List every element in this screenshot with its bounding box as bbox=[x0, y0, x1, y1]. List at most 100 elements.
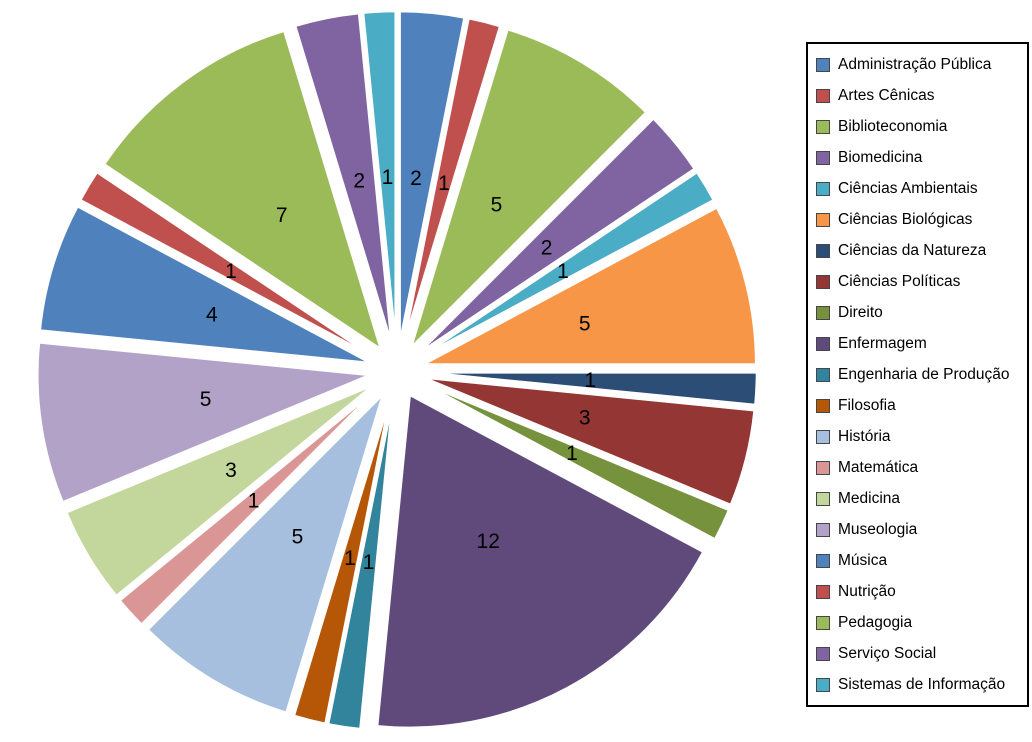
legend-item: Medicina bbox=[816, 483, 1023, 514]
legend-swatch-icon bbox=[816, 367, 830, 382]
legend-swatch-icon bbox=[816, 305, 830, 320]
pie-value-label: 3 bbox=[225, 459, 237, 482]
pie-slice bbox=[419, 170, 716, 359]
pie-slice bbox=[145, 393, 385, 715]
pie-value-label: 1 bbox=[248, 489, 260, 512]
legend-item: Matemática bbox=[816, 452, 1023, 483]
pie-value-label: 7 bbox=[276, 204, 288, 227]
pie-slice bbox=[292, 396, 392, 726]
legend-swatch-icon bbox=[816, 491, 830, 506]
pie-slice bbox=[423, 371, 759, 407]
legend-label: Serviço Social bbox=[838, 644, 937, 662]
pie-value-label: 5 bbox=[579, 312, 591, 335]
legend-label: Engenharia de Produção bbox=[838, 365, 1010, 383]
legend-label: Medicina bbox=[838, 489, 901, 507]
pie-value-label: 5 bbox=[292, 525, 304, 548]
pie-value-label: 1 bbox=[438, 172, 450, 195]
pie-slice bbox=[375, 392, 706, 730]
legend-label: Música bbox=[838, 551, 888, 569]
legend-item: Engenharia de Produção bbox=[816, 359, 1023, 390]
pie-value-label: 2 bbox=[353, 170, 365, 193]
pie-slice bbox=[36, 340, 371, 505]
pie-value-label: 5 bbox=[491, 194, 503, 217]
legend-swatch-icon bbox=[816, 88, 830, 103]
pie-value-label: 1 bbox=[344, 547, 356, 570]
legend-item: Ciências Políticas bbox=[816, 266, 1023, 297]
legend-label: Ciências da Natureza bbox=[838, 241, 987, 259]
legend-swatch-icon bbox=[816, 150, 830, 165]
pie-value-label: 1 bbox=[225, 260, 237, 283]
legend-swatch-icon bbox=[816, 615, 830, 630]
legend-label: Administração Pública bbox=[838, 55, 992, 73]
legend-swatch-icon bbox=[816, 119, 830, 134]
legend-item: Enfermagem bbox=[816, 328, 1023, 359]
legend-swatch-icon bbox=[816, 57, 830, 72]
pie-value-label: 2 bbox=[541, 237, 553, 260]
legend-swatch-icon bbox=[816, 212, 830, 227]
legend-swatch-icon bbox=[816, 429, 830, 444]
legend-label: Ciências Ambientais bbox=[838, 179, 978, 197]
legend-swatch-icon bbox=[816, 243, 830, 258]
legend-label: Sistemas de Informação bbox=[838, 675, 1006, 693]
pie-value-label: 5 bbox=[200, 388, 212, 411]
pie-slice bbox=[402, 16, 502, 346]
pie-slice bbox=[416, 116, 697, 355]
pie-value-label: 1 bbox=[557, 260, 569, 283]
legend-item: Pedagogia bbox=[816, 607, 1023, 638]
pie-value-label: 1 bbox=[584, 369, 596, 392]
pie-slice bbox=[78, 170, 375, 359]
legend-item: Ciências da Natureza bbox=[816, 235, 1023, 266]
legend-item: História bbox=[816, 421, 1023, 452]
legend-label: Ciências Políticas bbox=[838, 272, 961, 290]
legend-label: Matemática bbox=[838, 458, 919, 476]
legend: Administração Pública Artes Cênicas Biblio… bbox=[806, 42, 1029, 707]
legend-item: Filosofia bbox=[816, 390, 1023, 421]
legend-swatch-icon bbox=[816, 336, 830, 351]
legend-label: Museologia bbox=[838, 520, 918, 538]
legend-swatch-icon bbox=[816, 553, 830, 568]
legend-swatch-icon bbox=[816, 398, 830, 413]
pie-slice bbox=[38, 204, 372, 365]
pie-slice bbox=[409, 27, 649, 349]
legend-label: Direito bbox=[838, 303, 883, 321]
legend-item: Administração Pública bbox=[816, 49, 1023, 80]
legend-item: Biblioteconomia bbox=[816, 111, 1023, 142]
pie-value-label: 1 bbox=[382, 166, 394, 189]
legend-label: Biomedicina bbox=[838, 148, 923, 166]
legend-item: Ciências Biológicas bbox=[816, 204, 1023, 235]
pie-slice bbox=[117, 388, 378, 627]
pie-value-label: 1 bbox=[566, 442, 578, 465]
pie-value-label: 3 bbox=[579, 407, 591, 430]
legend-label: História bbox=[838, 427, 891, 445]
legend-swatch-icon bbox=[816, 522, 830, 537]
pie-slice bbox=[326, 397, 395, 731]
legend-swatch-icon bbox=[816, 460, 830, 475]
legend-item: Sistemas de Informação bbox=[816, 669, 1023, 700]
pie-slice bbox=[398, 9, 467, 345]
pie-value-label: 4 bbox=[206, 303, 218, 326]
legend-label: Enfermagem bbox=[838, 334, 927, 352]
pie-value-label: 1 bbox=[363, 551, 375, 574]
legend-label: Artes Cênicas bbox=[838, 86, 935, 104]
legend-label: Pedagogia bbox=[838, 613, 913, 631]
legend-item: Música bbox=[816, 545, 1023, 576]
legend-swatch-icon bbox=[816, 646, 830, 661]
pie-slice bbox=[422, 376, 756, 507]
pie-value-label: 2 bbox=[410, 167, 422, 190]
legend-swatch-icon bbox=[816, 181, 830, 196]
pie-slice bbox=[420, 381, 731, 542]
pie-slice bbox=[102, 29, 384, 353]
pie-slice bbox=[64, 383, 375, 598]
legend-label: Filosofia bbox=[838, 396, 896, 414]
legend-item: Biomedicina bbox=[816, 142, 1023, 173]
legend-label: Nutrição bbox=[838, 582, 896, 600]
legend-label: Biblioteconomia bbox=[838, 117, 948, 135]
pie-value-label: 12 bbox=[477, 530, 500, 553]
legend-item: Direito bbox=[816, 297, 1023, 328]
legend-item: Nutrição bbox=[816, 576, 1023, 607]
legend-item: Museologia bbox=[816, 514, 1023, 545]
pie-slice bbox=[422, 205, 758, 366]
legend-item: Serviço Social bbox=[816, 638, 1023, 669]
